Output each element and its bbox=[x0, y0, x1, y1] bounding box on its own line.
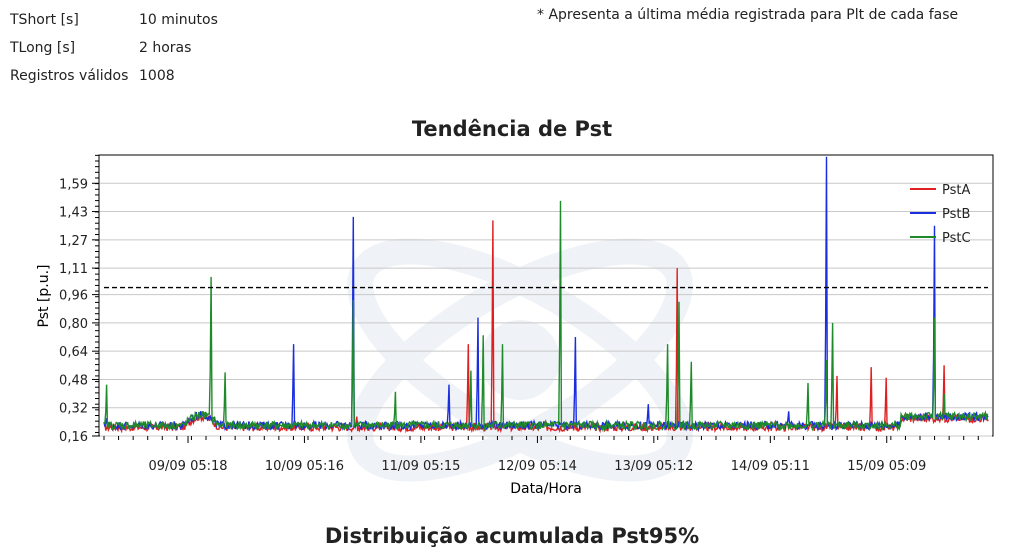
plt-note: * Apresenta a última média registrada pa… bbox=[537, 7, 959, 23]
tshort-label: TShort [s] bbox=[10, 12, 79, 28]
y-tick-label: 0,80 bbox=[59, 317, 88, 332]
y-tick-label: 0,16 bbox=[59, 430, 88, 445]
x-tick-label: 15/09 05:09 bbox=[847, 459, 926, 474]
tlong-label: TLong [s] bbox=[10, 40, 76, 56]
y-tick-label: 1,43 bbox=[59, 206, 88, 221]
legend-label-psta: PstA bbox=[942, 183, 970, 198]
x-tick-label: 12/09 05:14 bbox=[498, 459, 577, 474]
watermark-logo bbox=[347, 238, 693, 482]
legend-label-pstc: PstC bbox=[942, 231, 971, 246]
tshort-value: 10 minutos bbox=[139, 12, 218, 28]
series-line-psta bbox=[103, 220, 989, 434]
y-tick-label: 0,96 bbox=[59, 289, 88, 304]
x-tick-label: 13/09 05:12 bbox=[614, 459, 693, 474]
valid-records-value: 1008 bbox=[139, 68, 175, 84]
series-line-pstc bbox=[103, 200, 989, 432]
y-tick-label: 0,64 bbox=[59, 345, 88, 360]
y-tick-label: 0,32 bbox=[59, 402, 88, 417]
y-tick-label: 0,48 bbox=[59, 373, 88, 388]
y-tick-label: 1,11 bbox=[59, 262, 88, 277]
y-tick-label: 1,27 bbox=[59, 234, 88, 249]
x-tick-label: 09/09 05:18 bbox=[148, 459, 227, 474]
legend-label-pstb: PstB bbox=[942, 207, 970, 222]
valid-records-label: Registros válidos bbox=[10, 68, 129, 84]
cumulative-distribution-title: Distribuição acumulada Pst95% bbox=[324, 524, 700, 548]
x-tick-label: 14/09 05:11 bbox=[731, 459, 810, 474]
x-tick-label: 11/09 05:15 bbox=[381, 459, 460, 474]
y-axis-label: Pst [p.u.] bbox=[36, 264, 52, 327]
x-tick-label: 10/09 05:16 bbox=[265, 459, 344, 474]
tlong-value: 2 horas bbox=[139, 40, 192, 56]
chart-title: Tendência de Pst bbox=[411, 117, 613, 141]
x-axis-label: Data/Hora bbox=[510, 481, 582, 497]
y-tick-label: 1,59 bbox=[59, 177, 88, 192]
legend: PstA PstB PstC bbox=[910, 183, 971, 246]
